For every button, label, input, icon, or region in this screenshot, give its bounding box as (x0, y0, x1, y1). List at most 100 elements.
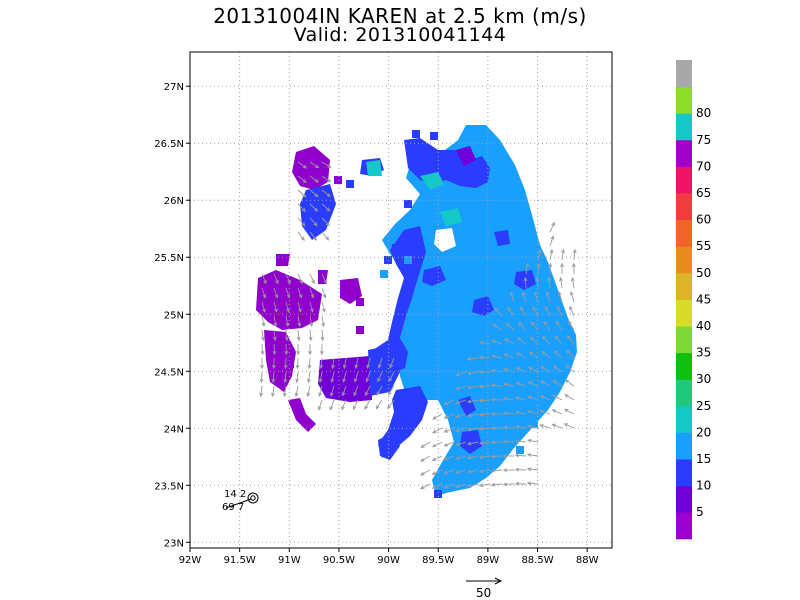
wind-vector (321, 273, 327, 284)
reference-vector-label: 50 (476, 586, 491, 600)
wind-vector (297, 273, 303, 284)
wind-vector-head (317, 406, 322, 411)
wind-vector-head (311, 279, 315, 285)
wind-vector-head (295, 364, 300, 370)
wind-vector-head (455, 456, 460, 460)
wind-vector-head (563, 423, 569, 427)
wind-vector (491, 384, 503, 387)
colorbar-label: 60 (696, 213, 711, 227)
wind-vector (432, 427, 443, 434)
wind-vector-head (432, 415, 437, 420)
wind-vector-head (310, 294, 315, 299)
wind-vector-head (306, 392, 311, 398)
wind-vector-head (555, 320, 560, 325)
wind-cell (404, 200, 412, 208)
wind-vector-head (466, 413, 472, 418)
wind-vector (503, 383, 515, 387)
cyan-patch-2 (440, 208, 462, 226)
wind-vector (558, 292, 563, 303)
south-cells-2 (460, 430, 482, 454)
wind-vector (492, 339, 503, 345)
wind-vector (261, 287, 266, 298)
wind-vector-head (314, 193, 319, 198)
wind-vector (354, 371, 359, 382)
wind-vector-head (313, 222, 318, 227)
x-tick-label: 89W (477, 555, 500, 566)
wind-vector-head (478, 398, 484, 403)
wind-vector (321, 329, 324, 341)
wind-vector (297, 203, 306, 212)
colorbar-segment (676, 113, 692, 141)
wind-vector-head (318, 378, 323, 384)
wind-vector (420, 455, 431, 462)
wind-vector-head (552, 365, 558, 370)
x-tick-label: 88W (576, 555, 599, 566)
wind-vector-head (389, 364, 394, 369)
wind-vector (456, 469, 467, 474)
wind-vector-head (478, 455, 484, 459)
wind-vector-head (342, 364, 347, 370)
wind-vector (456, 399, 467, 404)
wind-vector (444, 413, 455, 419)
wind-vector-head (466, 357, 472, 361)
wind-vector-head (443, 456, 448, 461)
wind-vector (297, 161, 307, 169)
wind-vector-head (540, 365, 545, 370)
wind-vector-head (515, 367, 521, 371)
wind-vector-head (284, 350, 289, 356)
wind-vector-head (285, 322, 290, 328)
wind-vector (456, 413, 467, 418)
wind-vector-head (273, 322, 278, 328)
wind-vector (553, 365, 563, 373)
wind-vector-head (300, 236, 305, 242)
wind-vector-head (301, 207, 306, 213)
wind-vector-head (294, 392, 299, 398)
wind-vector (272, 371, 275, 383)
chart-title: 20131004IN KAREN at 2.5 km (m/s) (213, 4, 587, 28)
x-tick-label: 92W (179, 555, 202, 566)
wind-cell (392, 244, 400, 252)
wind-vector-head (568, 320, 572, 325)
wind-vector-head (302, 193, 307, 198)
reference-arrow-head (494, 577, 503, 585)
wind-vector (295, 385, 299, 397)
wind-vector-head (466, 441, 472, 446)
wind-vector-head (478, 469, 484, 474)
wind-cell (444, 484, 452, 492)
wind-vector-head (557, 305, 561, 311)
colorbar-segment (676, 485, 692, 513)
wind-vector (432, 455, 443, 461)
wind-vector-head (310, 308, 314, 313)
wind-vector (309, 273, 315, 284)
wind-vector-layer (259, 161, 577, 490)
wind-vector (376, 399, 383, 409)
wind-vector (420, 441, 431, 448)
wind-vector (309, 189, 319, 197)
wind-vector (467, 441, 479, 445)
wind-vector-head (321, 308, 326, 313)
wind-vector (546, 292, 551, 303)
colorbar-segment (676, 299, 692, 327)
wind-vector (528, 396, 539, 401)
wind-vector (552, 409, 563, 415)
wind-vector-head (516, 337, 522, 342)
wind-vector (318, 399, 323, 410)
wind-vector-head (455, 414, 460, 419)
wind-vector (307, 385, 311, 397)
wind-vector-head (296, 336, 301, 342)
wind-vector-head (520, 306, 524, 311)
colorbar-segment (676, 272, 692, 300)
wind-vector-head (509, 291, 514, 296)
wind-vector-head (527, 381, 533, 385)
colorbar-label: 75 (696, 133, 711, 147)
colorbar-segment (676, 512, 692, 540)
wind-vector (297, 287, 302, 298)
y-tick-label: 25.5N (154, 253, 184, 264)
wind-vector (570, 292, 575, 303)
wind-cell (380, 270, 388, 278)
wind-vector (320, 357, 323, 369)
wind-vector-head (261, 322, 266, 328)
wind-vector (503, 398, 515, 401)
wind-vector-head (490, 383, 496, 388)
wind-vector-head (455, 442, 460, 446)
